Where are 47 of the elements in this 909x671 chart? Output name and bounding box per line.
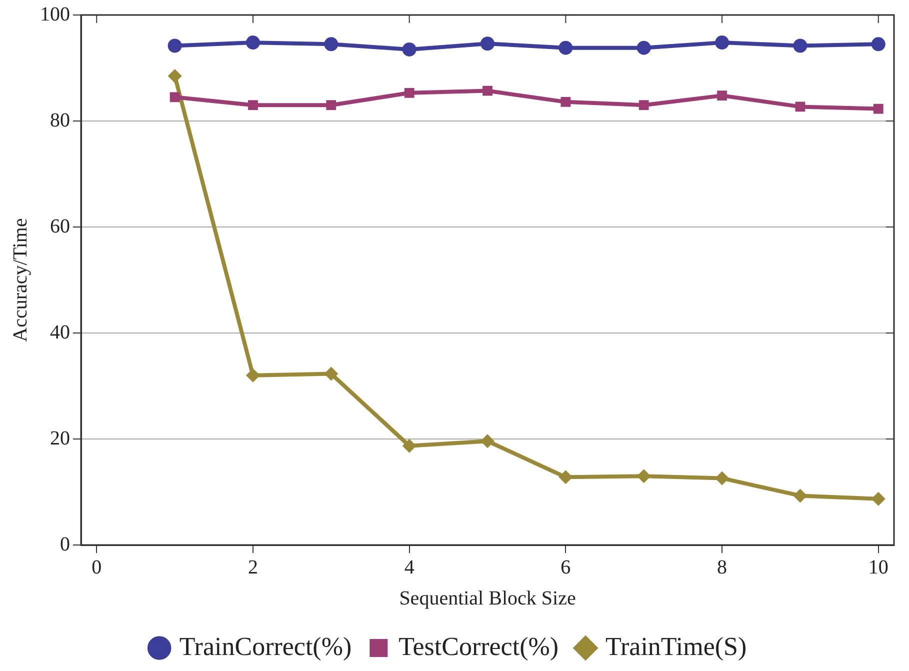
- y-tick-label: 0: [60, 533, 70, 556]
- point: [793, 38, 808, 53]
- point: [324, 37, 338, 52]
- x-tick-label: 0: [92, 556, 102, 578]
- point: [480, 36, 494, 51]
- legend-label: TrainTime(S): [606, 632, 747, 661]
- point: [246, 36, 260, 50]
- point: [402, 438, 416, 453]
- point: [168, 68, 182, 83]
- x-tick-label: 6: [560, 556, 571, 578]
- x-tick-label: 10: [868, 556, 888, 578]
- point: [717, 90, 727, 101]
- point: [246, 368, 260, 382]
- point: [873, 104, 884, 114]
- y-tick-label: 100: [40, 3, 70, 26]
- y-tick-label: 20: [50, 427, 70, 450]
- x-tick-label: 4: [404, 556, 414, 578]
- point: [326, 100, 336, 110]
- x-axis-title: Sequential Block Size: [399, 587, 576, 610]
- point: [715, 471, 730, 486]
- point: [636, 469, 651, 484]
- point: [560, 96, 571, 107]
- point: [324, 366, 338, 381]
- point: [793, 488, 808, 503]
- point: [715, 36, 730, 50]
- legend-label: TestCorrect(%): [398, 632, 559, 661]
- y-tick-label: 40: [50, 321, 70, 344]
- point: [168, 38, 182, 53]
- x-tick-label: 8: [717, 556, 728, 578]
- point: [480, 434, 494, 448]
- point: [482, 86, 492, 96]
- point: [638, 100, 649, 110]
- point: [402, 42, 416, 56]
- point: [795, 102, 806, 112]
- point: [404, 88, 414, 98]
- point: [170, 92, 180, 102]
- point: [248, 100, 258, 110]
- point: [558, 470, 573, 484]
- point: [871, 492, 886, 506]
- legend-label: TrainCorrect(%): [179, 632, 352, 661]
- x-tick-label: 2: [248, 556, 258, 578]
- point: [558, 40, 573, 55]
- point: [871, 37, 886, 52]
- y-tick-label: 60: [50, 215, 70, 238]
- y-axis-title: Accuracy/Time: [9, 218, 32, 342]
- point: [636, 40, 651, 55]
- y-tick-label: 80: [50, 109, 70, 132]
